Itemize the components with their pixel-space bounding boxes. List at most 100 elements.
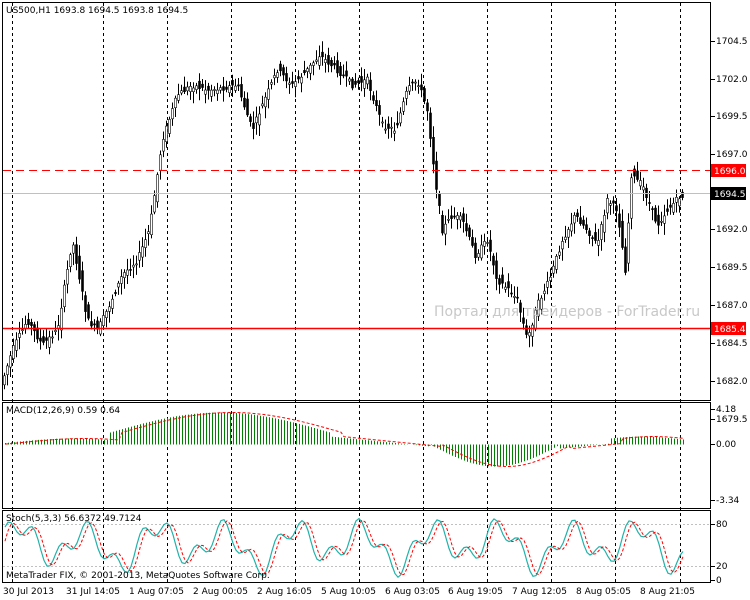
candle-body: [654, 207, 657, 222]
candle-body: [393, 130, 396, 134]
candle-body: [549, 276, 552, 281]
candle-body: [51, 336, 54, 339]
candle-body: [588, 230, 591, 237]
candle-body: [453, 215, 456, 218]
candle-body: [105, 311, 108, 318]
candle-body: [276, 72, 279, 78]
candle-body: [6, 365, 9, 375]
candle-body: [129, 269, 132, 271]
candle-body: [147, 231, 150, 234]
candle-body: [69, 254, 72, 267]
main-panel-frame: [2, 2, 711, 401]
candle-body: [204, 89, 207, 95]
candle-body: [681, 191, 684, 198]
candle-body: [210, 89, 213, 97]
stoch-tick-label: 0: [716, 576, 722, 586]
candle-body: [288, 82, 291, 85]
stoch-signal-line: [4, 519, 684, 576]
candle-body: [240, 84, 243, 98]
price-tick-label: 1704.5: [716, 37, 748, 47]
candle-body: [492, 255, 495, 266]
resistance-price-tag[interactable]: 1696.0: [711, 164, 746, 177]
candle-body: [327, 55, 330, 65]
candle-body: [72, 244, 75, 254]
candle-body: [144, 239, 147, 248]
support-price-tag[interactable]: 1685.4: [711, 322, 746, 335]
candle-body: [30, 321, 33, 326]
price-tick-label: 1682.0: [716, 377, 748, 387]
candle-body: [627, 222, 630, 264]
candle-body: [414, 81, 417, 84]
copyright-text: MetaTrader FIX, © 2001-2013, MetaQuotes …: [6, 571, 270, 581]
current-price-tag: 1694.5: [711, 187, 746, 200]
candle-body: [309, 64, 312, 74]
candle-body: [243, 97, 246, 108]
candle-body: [609, 203, 612, 206]
candle-body: [234, 85, 237, 91]
candle-body: [642, 186, 645, 191]
candle-body: [624, 246, 627, 273]
price-tick: 1692.0: [711, 225, 748, 235]
candle-body: [360, 76, 363, 83]
candle-body: [216, 89, 219, 94]
price-tick: 1689.5: [711, 263, 748, 273]
candle-body: [429, 112, 432, 139]
candle-body: [135, 263, 138, 266]
candle-body: [669, 204, 672, 208]
candle-body: [294, 81, 297, 87]
candle-body: [645, 187, 648, 198]
candle-body: [345, 70, 348, 77]
candle-body: [417, 85, 420, 87]
candle-body: [546, 281, 549, 288]
candle-body: [183, 86, 186, 92]
candle-body: [177, 94, 180, 101]
candle-body: [312, 62, 315, 66]
time-label: 6 Aug 19:05: [448, 587, 503, 597]
candle-body: [348, 78, 351, 82]
candle-body: [570, 223, 573, 232]
candle-body: [516, 296, 519, 299]
candle-body: [201, 83, 204, 88]
candle-body: [639, 180, 642, 187]
watermark: Портал для трейдеров - ForTrader.ru: [434, 304, 700, 320]
vertical-grid: [12, 3, 681, 582]
candle-body: [552, 265, 555, 274]
candle-body: [357, 80, 360, 84]
candlestick-series: [3, 41, 684, 390]
candle-body: [366, 76, 369, 85]
candle-body: [354, 80, 357, 85]
candle-body: [54, 330, 57, 332]
macd-histogram: [5, 412, 684, 467]
price-tick: 1687.0: [711, 301, 748, 311]
candle-body: [33, 324, 36, 332]
candle-body: [303, 70, 306, 74]
candle-body: [246, 98, 249, 116]
candle-body: [363, 79, 366, 89]
candle-body: [9, 355, 12, 368]
candle-body: [633, 168, 636, 177]
stoch-label: Stoch(5,3,3) 56.6372 49.7124: [6, 514, 142, 524]
candle-body: [486, 242, 489, 244]
candle-body: [519, 302, 522, 313]
candle-body: [12, 345, 15, 359]
candle-body: [507, 281, 510, 289]
candle-body: [231, 80, 234, 86]
candle-body: [657, 214, 660, 226]
candle-body: [474, 242, 477, 259]
time-axis: 30 Jul 2013 31 Jul 14:05 1 Aug 07:05 2 A…: [3, 587, 695, 597]
candle-body: [45, 337, 48, 341]
macd-tick-label: 4.18: [716, 405, 736, 415]
price-tick: 1697.0: [711, 150, 748, 160]
candle-body: [153, 195, 156, 213]
candle-body: [3, 375, 6, 386]
candle-body: [411, 81, 414, 84]
candle-body: [324, 59, 327, 64]
candle-body: [228, 85, 231, 93]
macd-tick-label: -3.34: [716, 496, 740, 506]
candle-body: [372, 95, 375, 101]
candle-body: [606, 198, 609, 214]
candle-body: [342, 74, 345, 77]
candle-body: [198, 80, 201, 89]
support-price-text: 1685.4: [714, 325, 746, 335]
